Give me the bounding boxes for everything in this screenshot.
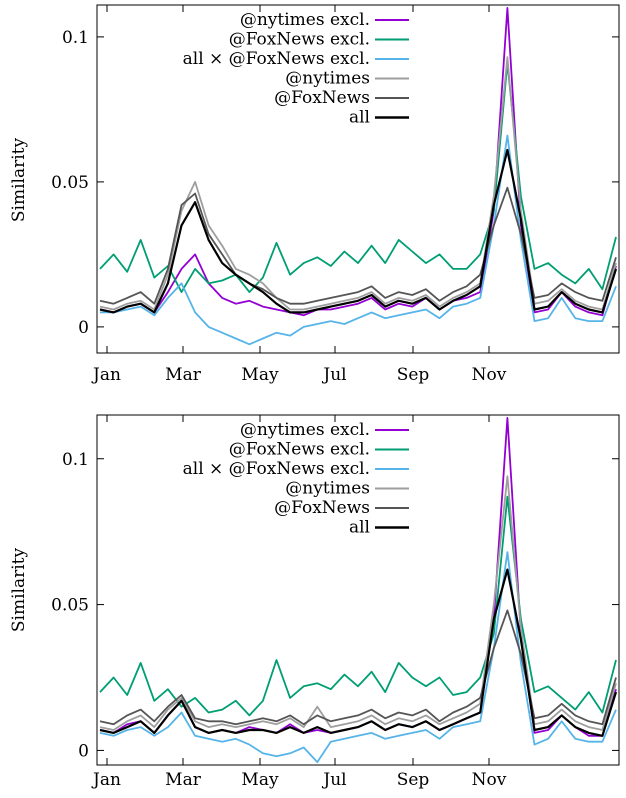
legend: @nytimes excl.@FoxNews excl.all × @FoxNe…	[183, 420, 409, 538]
y-axis-label: Similarity	[9, 548, 29, 633]
legend-label: all	[349, 108, 370, 128]
x-tick-label: Sep	[397, 365, 430, 385]
legend-label: all	[349, 518, 370, 538]
y-tick-label: 0.1	[62, 28, 89, 48]
x-tick-label: Jan	[91, 365, 121, 385]
series-line-4	[99, 475, 617, 731]
legend-label: @nytimes excl.	[240, 420, 370, 440]
series-lines	[99, 7, 618, 346]
y-tick-label: 0	[78, 318, 89, 338]
x-tick-label: Sep	[397, 770, 430, 790]
legend-label: @FoxNews	[274, 498, 370, 518]
series-lines	[99, 416, 618, 763]
y-tick-label: 0.05	[51, 173, 89, 193]
x-tick-label: Nov	[472, 770, 507, 790]
series-line-3	[100, 134, 617, 346]
plot-frame	[96, 414, 620, 766]
y-tick-label: 0.05	[51, 596, 89, 616]
x-tick-label: Mar	[165, 770, 202, 790]
x-tick-label: May	[241, 365, 279, 385]
series-line-5	[99, 609, 617, 726]
legend-label: all × @FoxNews excl.	[183, 459, 370, 479]
x-tick-label: Jul	[321, 770, 346, 790]
plot-frame	[96, 4, 620, 354]
legend-label: @FoxNews excl.	[229, 440, 370, 460]
x-tick-label: Jul	[321, 365, 346, 385]
chart-panel-2: 0 0.05 0.1 Jan Mar May Jul Sep Nov Similarity @nyt…	[9, 414, 620, 790]
legend-label: all × @FoxNews excl.	[183, 49, 370, 69]
legend: @nytimes excl.@FoxNews excl.all × @FoxNe…	[183, 10, 409, 128]
series-line-2	[99, 62, 617, 294]
chart-panel-1: 0 0.05 0.1 Jan Mar May Jul Sep Nov Similarity @nyt…	[9, 4, 620, 385]
x-tick-label: May	[241, 770, 279, 790]
y-tick-label: 0	[78, 741, 89, 761]
legend-label: @nytimes	[285, 479, 370, 499]
legend-label: @nytimes excl.	[240, 10, 370, 30]
x-tick-label: Jan	[91, 770, 121, 790]
series-line-6	[99, 568, 618, 737]
x-tick-label: Nov	[472, 365, 507, 385]
series-line-3	[99, 551, 617, 763]
legend-label: @nytimes	[285, 69, 370, 89]
legend-label: @FoxNews	[274, 88, 370, 108]
y-axis-label: Similarity	[9, 138, 29, 223]
y-tick-label: 0.1	[62, 450, 89, 470]
series-line-6	[99, 148, 618, 314]
legend-label: @FoxNews excl.	[229, 30, 370, 50]
x-tick-label: Mar	[165, 365, 202, 385]
